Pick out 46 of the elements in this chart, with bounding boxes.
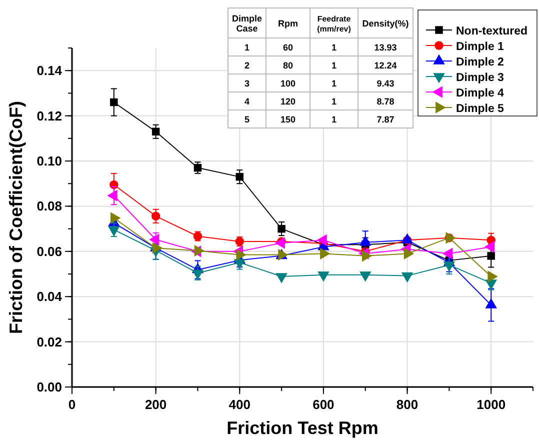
annotation: 1 xyxy=(331,42,337,52)
annotation: 8.78 xyxy=(376,96,394,106)
y-tick-label: 0.04 xyxy=(36,289,63,304)
annotation: 1 xyxy=(331,60,337,70)
x-tick-label: 200 xyxy=(144,397,167,412)
annotation: 12.24 xyxy=(374,60,397,70)
annotation: 1 xyxy=(331,114,337,124)
y-tick-label: 0.06 xyxy=(36,244,62,259)
x-tick-label: 1000 xyxy=(476,397,506,412)
x-axis-title: Friction Test Rpm xyxy=(226,418,378,438)
annotation: 1 xyxy=(331,96,337,106)
annotation: 1 xyxy=(244,42,250,52)
annotation: 60 xyxy=(282,42,294,52)
legend-label: Dimple 5 xyxy=(456,103,505,115)
annotation: 5 xyxy=(244,114,250,124)
annotation: 7.87 xyxy=(376,114,394,124)
annotation: 100 xyxy=(280,78,296,88)
annotation: 2 xyxy=(244,60,250,70)
text: Rpm xyxy=(278,18,298,28)
x-tick-label: 600 xyxy=(312,397,334,412)
text: Feedrate (mm/rev) xyxy=(317,14,352,34)
text: Density(%) xyxy=(362,18,409,28)
y-tick-label: 0.00 xyxy=(36,380,62,394)
annotation: 150 xyxy=(280,114,296,124)
annotation: 120 xyxy=(280,96,296,106)
y-tick-label: 0.12 xyxy=(36,108,62,124)
legend-label: Dimple 3 xyxy=(456,72,504,84)
legend-label: Dimple 2 xyxy=(456,56,504,68)
annotation: 1 xyxy=(331,78,337,88)
legend-label: Non-textured xyxy=(456,26,528,38)
annotation: 3 xyxy=(244,78,250,88)
annotation: 80 xyxy=(282,60,294,70)
legend-label: Dimple 1 xyxy=(456,41,505,53)
legend-label: Dimple 4 xyxy=(456,88,505,100)
text: Dimple Case xyxy=(232,14,262,34)
x-tick-label: 800 xyxy=(396,397,418,412)
annotation: 4 xyxy=(244,96,250,106)
y-tick-label: 0.02 xyxy=(36,334,62,350)
x-tick-label: 400 xyxy=(228,397,250,412)
y-tick-label: 0.10 xyxy=(36,154,62,168)
y-tick-label: 0.08 xyxy=(36,198,62,214)
y-tick-label: 0.14 xyxy=(36,63,63,78)
annotation: 13.93 xyxy=(374,42,397,52)
annotation: 9.43 xyxy=(376,78,394,88)
y-axis-title: Friction of Coefficient(CoF) xyxy=(6,101,26,334)
x-tick-label: 0 xyxy=(68,397,76,412)
